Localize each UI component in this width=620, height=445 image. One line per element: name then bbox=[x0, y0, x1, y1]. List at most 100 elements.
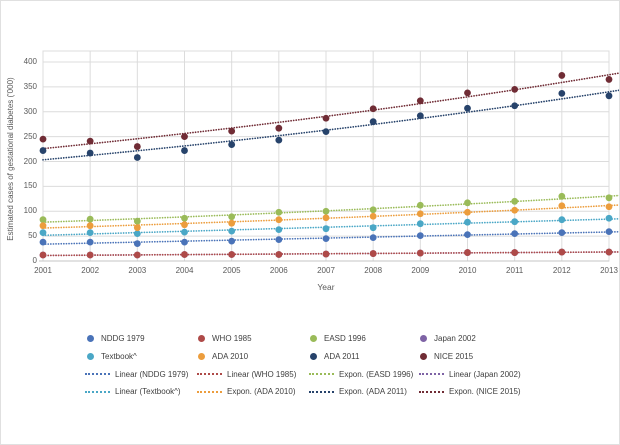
data-point bbox=[181, 251, 188, 258]
data-point bbox=[511, 102, 519, 110]
data-point bbox=[322, 225, 330, 233]
y-tick-label: 300 bbox=[23, 106, 37, 116]
legend-marker-dotted-line bbox=[197, 390, 222, 393]
data-point bbox=[416, 201, 424, 209]
legend-item-series: ADA 2010 bbox=[198, 350, 248, 362]
data-point bbox=[133, 217, 141, 225]
data-point bbox=[86, 229, 94, 237]
y-tick-label: 200 bbox=[23, 156, 37, 166]
legend-label: Textbook^ bbox=[101, 351, 137, 361]
data-point bbox=[605, 228, 613, 236]
x-tick-label: 2004 bbox=[175, 266, 194, 275]
data-point bbox=[464, 231, 471, 239]
data-point bbox=[228, 237, 236, 245]
data-point bbox=[86, 149, 94, 157]
x-tick-label: 2002 bbox=[81, 266, 100, 275]
x-tick-label: 2005 bbox=[222, 266, 241, 275]
data-point bbox=[228, 227, 236, 235]
data-point bbox=[605, 203, 613, 211]
y-tick-label: 250 bbox=[23, 131, 37, 141]
legend-label: Expon. (NICE 2015) bbox=[449, 387, 521, 396]
legend-label: Expon. (ADA 2010) bbox=[227, 387, 296, 396]
data-point bbox=[605, 92, 613, 100]
legend-item-series: WHO 1985 bbox=[198, 332, 252, 344]
y-tick-label: 50 bbox=[28, 231, 37, 241]
data-point bbox=[511, 85, 519, 93]
data-point bbox=[86, 222, 94, 230]
legend-item-trend: Expon. (ADA 2011) bbox=[309, 386, 407, 398]
data-point bbox=[86, 238, 94, 246]
legend-label: Expon. (EASD 1996) bbox=[339, 369, 414, 379]
data-point bbox=[369, 118, 377, 126]
data-point bbox=[275, 251, 283, 258]
legend-label: Japan 2002 bbox=[434, 333, 476, 343]
data-point bbox=[605, 76, 613, 83]
legend-marker-dot bbox=[87, 334, 94, 342]
data-point bbox=[275, 208, 283, 216]
data-point bbox=[228, 127, 236, 135]
chart-canvas bbox=[39, 50, 619, 262]
legend-label: Expon. (ADA 2011) bbox=[339, 387, 407, 396]
legend-marker-dotted-line bbox=[309, 390, 334, 393]
legend-marker-dot bbox=[310, 334, 317, 342]
data-point bbox=[416, 220, 424, 228]
data-point bbox=[369, 224, 377, 232]
legend-label: ADA 2010 bbox=[212, 351, 249, 361]
legend-label: NICE 2015 bbox=[434, 351, 474, 361]
data-point bbox=[39, 216, 47, 224]
data-point bbox=[605, 214, 613, 222]
data-point bbox=[228, 251, 236, 258]
data-point bbox=[322, 214, 330, 222]
data-point bbox=[133, 143, 141, 150]
legend-item-series: NICE 2015 bbox=[420, 350, 473, 362]
legend-marker-dotted-line bbox=[309, 373, 334, 375]
data-point bbox=[133, 230, 141, 238]
data-point bbox=[558, 202, 566, 210]
data-point bbox=[39, 251, 47, 259]
y-tick-label: 100 bbox=[23, 206, 37, 216]
data-point bbox=[511, 218, 519, 226]
data-point bbox=[86, 137, 94, 145]
trend-line-exponential bbox=[42, 72, 619, 150]
legend-marker-dotted-line bbox=[419, 390, 444, 393]
x-tick-label: 2007 bbox=[317, 266, 335, 275]
legend-item-trend: Linear (Textbook^) bbox=[85, 386, 181, 398]
data-point bbox=[416, 232, 424, 240]
legend-item-series: Textbook^ bbox=[87, 350, 137, 362]
data-point bbox=[605, 248, 613, 256]
legend-item-series: ADA 2011 bbox=[310, 350, 359, 362]
legend-label: Linear (NDDG 1979) bbox=[115, 369, 189, 379]
x-tick-label: 2001 bbox=[34, 266, 52, 275]
trend-line-linear bbox=[42, 251, 619, 257]
legend-label: NDDG 1979 bbox=[101, 333, 145, 343]
trend-line-linear bbox=[42, 217, 619, 237]
data-point bbox=[322, 250, 330, 258]
legend-label: Linear (WHO 1985) bbox=[227, 369, 297, 379]
trend-line-exponential bbox=[42, 89, 619, 161]
legend-label: Linear (Textbook^) bbox=[115, 387, 181, 396]
data-point bbox=[322, 114, 330, 122]
data-point bbox=[275, 236, 283, 244]
data-point bbox=[181, 221, 188, 229]
legend-marker-dot bbox=[87, 352, 94, 360]
legend-marker-dotted-line bbox=[85, 390, 110, 393]
data-point bbox=[133, 224, 141, 232]
data-point bbox=[464, 208, 471, 216]
data-point bbox=[39, 135, 47, 143]
legend-marker-dot bbox=[198, 334, 205, 342]
data-point bbox=[464, 249, 471, 256]
data-point bbox=[322, 235, 330, 243]
legend-item-series: EASD 1996 bbox=[310, 332, 366, 344]
data-point bbox=[369, 234, 377, 242]
x-tick-label: 2006 bbox=[269, 266, 288, 275]
data-point bbox=[133, 240, 141, 247]
data-point bbox=[369, 212, 377, 220]
data-point bbox=[275, 124, 283, 132]
data-point bbox=[416, 249, 424, 257]
data-point bbox=[228, 141, 236, 148]
x-tick-label: 2013 bbox=[600, 266, 618, 275]
x-tick-label: 2010 bbox=[458, 266, 477, 275]
legend-label: EASD 1996 bbox=[324, 333, 366, 343]
data-point bbox=[511, 230, 519, 238]
